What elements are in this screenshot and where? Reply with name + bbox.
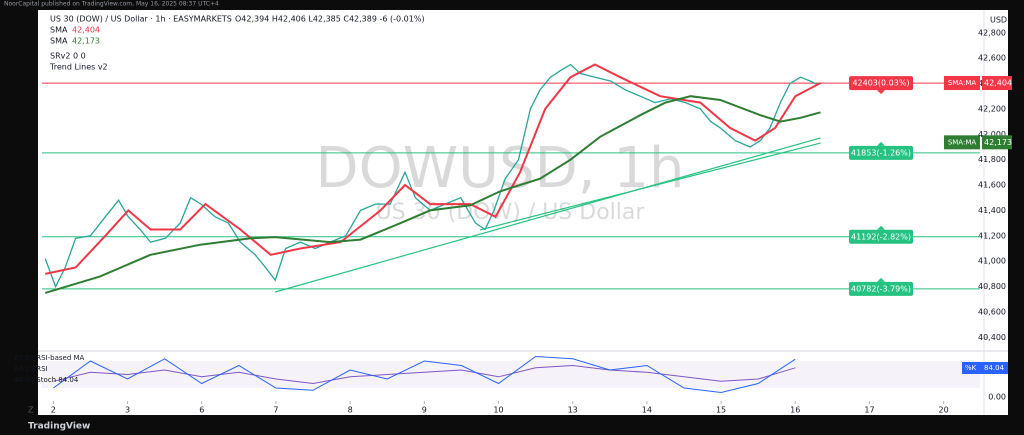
indicator: Trend Lines v2: [49, 63, 108, 72]
x-tick-label: 15: [716, 406, 726, 415]
level-pointer: [877, 141, 885, 146]
level-pointer: [877, 277, 885, 282]
y-tick-label: 41,600: [978, 181, 1006, 190]
x-tick-label: 8: [348, 406, 353, 415]
publish-note: NoorCapital published on TradingView.com…: [4, 1, 219, 8]
legend-value: 42,173: [72, 37, 100, 46]
y-tick-label: 40,400: [978, 333, 1006, 342]
ma-tag-label: SMA:MA: [948, 79, 977, 87]
y-tick-label: 42,000: [978, 130, 1006, 139]
x-tick-label: 17: [864, 406, 874, 415]
x-tick-label: 13: [568, 406, 578, 415]
x-tick-label: 16: [790, 406, 800, 415]
osc-legend: 40.00 Stoch 84.04: [14, 376, 79, 384]
y-tick-label: 41,000: [978, 257, 1006, 266]
chart-background: [38, 10, 1008, 415]
x-tick-label: 9: [422, 406, 427, 415]
level-tag: [849, 281, 913, 296]
ohlc: O42,394 H42,406 L42,385 C42,389 -6 (-0.0…: [235, 15, 425, 24]
level-label: 41192(-2.82%): [851, 232, 911, 241]
watermark-sub: US 30 (DOW) / US Dollar: [376, 200, 646, 225]
zoom[interactable]: Z: [28, 406, 34, 415]
trend-line: [275, 137, 821, 293]
price-tag: [982, 76, 1012, 91]
x-tick-label: 10: [493, 406, 503, 415]
y-tick-label: 42,200: [978, 104, 1006, 113]
osc-tick-label: 0.00: [988, 393, 1006, 402]
x-tick-label: 14: [642, 406, 652, 415]
legend-name: SMA: [50, 37, 68, 46]
x-tick-label: 7: [273, 406, 278, 415]
x-tick-label: 2: [51, 406, 56, 415]
trend-line: [479, 142, 821, 231]
y-tick-label: 40,600: [978, 307, 1006, 316]
price-tag-label: 42,173: [984, 138, 1012, 147]
sma-line: [44, 63, 821, 275]
level-label: 40782(-3.79%): [851, 284, 911, 293]
watermark: DOWUSD, 1h: [316, 136, 685, 201]
oscillator-line: [53, 364, 796, 385]
symbol: US 30 (DOW) / US Dollar · 1h · EASYMARKE…: [50, 15, 232, 24]
legend-value: 42,404: [72, 26, 100, 35]
ma-tag: [944, 76, 980, 91]
x-tick-label: 3: [125, 406, 130, 415]
y-tick-label: 41,800: [978, 155, 1006, 164]
ma-tag-label: SMA:MA: [948, 138, 977, 146]
level-pointer: [877, 90, 885, 95]
legend-name: SMA: [50, 26, 68, 35]
k-value: 84.04: [984, 364, 1005, 372]
level-label: 41853(-1.26%): [851, 148, 911, 157]
indicator: SRv2 0 0: [50, 52, 86, 61]
y-tick-label: 42,800: [978, 28, 1006, 37]
level-label: 42403(0.03%): [852, 79, 909, 88]
k-tag-label: %K: [965, 364, 977, 372]
brand: TradingView: [28, 422, 90, 432]
osc-legend: 67.93 RSI-based MA: [14, 354, 85, 362]
osc-legend: 64.19 RSI: [14, 365, 48, 373]
ma-tag: [944, 135, 980, 150]
currency: USD: [990, 16, 1007, 25]
level-tag: [849, 229, 913, 244]
level-pointer: [877, 225, 885, 230]
sma-line: [44, 95, 821, 294]
level-tag: [849, 145, 913, 160]
price-tag-label: 42,404: [984, 79, 1012, 88]
y-tick-label: 40,800: [978, 282, 1006, 291]
x-tick-label: 6: [199, 406, 204, 415]
y-tick-label: 41,200: [978, 231, 1006, 240]
x-tick-label: 20: [939, 406, 949, 415]
y-tick-label: 42,600: [978, 54, 1006, 63]
price-tag: [982, 135, 1012, 150]
k-tag: [962, 362, 1008, 374]
oscillator-line: [53, 355, 796, 394]
level-tag: [849, 76, 913, 91]
y-tick-label: 41,400: [978, 206, 1006, 215]
